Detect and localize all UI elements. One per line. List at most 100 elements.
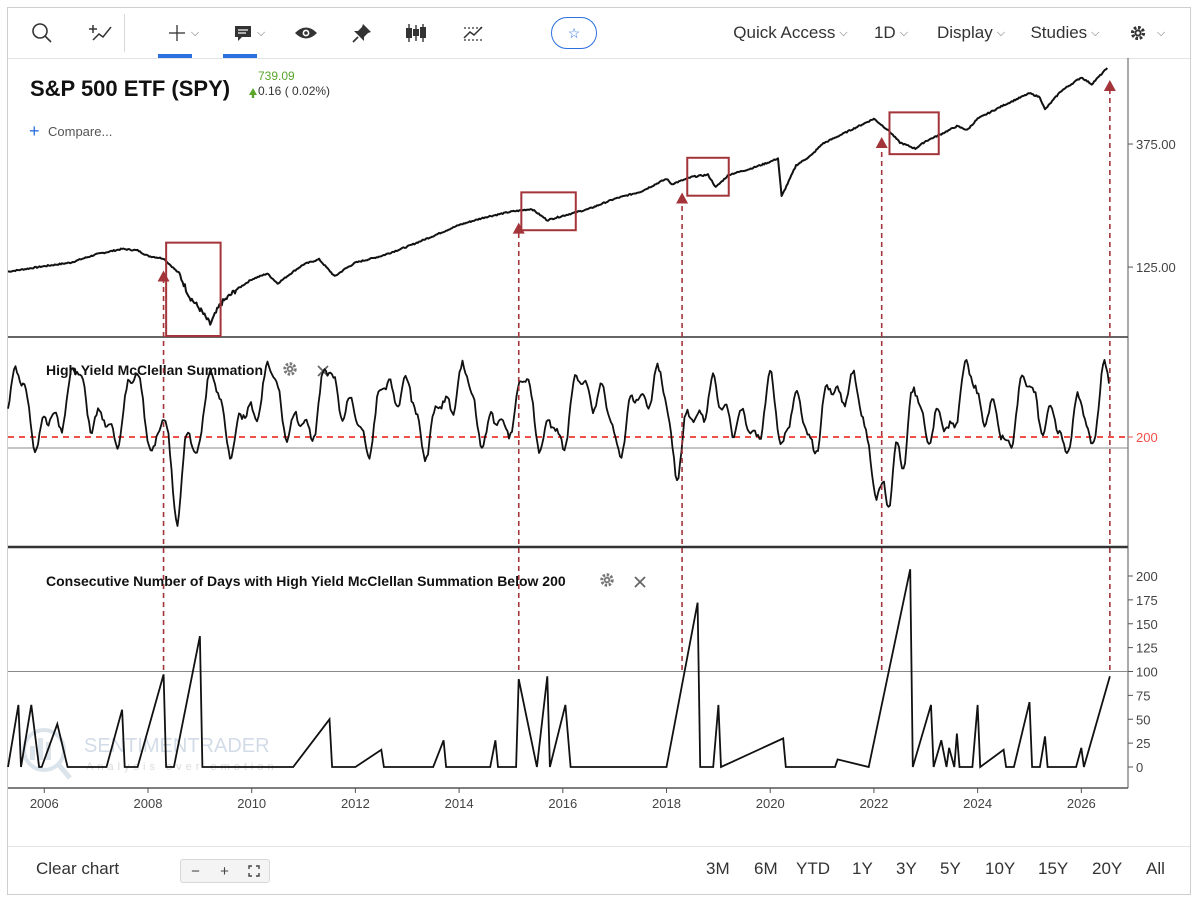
event-arrow xyxy=(676,192,689,204)
watermark-tagline: Analysis over emotion xyxy=(86,761,278,773)
active-tool-indicator xyxy=(223,54,257,58)
favorite-star-button[interactable]: ☆ xyxy=(551,17,597,49)
chevron-down-icon: ⌵ xyxy=(190,26,200,39)
plus-icon[interactable]: + xyxy=(29,121,40,141)
y-tick-label: 125.00 xyxy=(1136,260,1176,275)
pin-icon[interactable] xyxy=(340,8,384,58)
panel2-y-axis: 200 xyxy=(8,430,1158,449)
x-tick-label: 2010 xyxy=(237,796,266,811)
summation-line xyxy=(7,358,1110,527)
panel1-y-axis: 125.00 375.00 xyxy=(1128,137,1176,275)
zoom-controls: − + xyxy=(180,859,270,883)
chevron-down-icon: ⌵ xyxy=(1091,26,1100,39)
chart-canvas[interactable]: S&P 500 ETF (SPY) 739.09 0.16 ( 0.02%) +… xyxy=(0,0,1200,846)
range-button-3m[interactable]: 3M xyxy=(706,859,730,878)
gear-icon xyxy=(1130,25,1145,41)
chart-title: S&P 500 ETF (SPY) xyxy=(30,76,230,101)
drawdown-highlight-box xyxy=(686,156,730,197)
zoom-out-button[interactable]: − xyxy=(191,862,200,880)
event-arrow xyxy=(875,137,888,149)
chart-frame xyxy=(7,7,1191,895)
x-tick-label: 2006 xyxy=(30,796,59,811)
range-button-1y[interactable]: 1Y xyxy=(852,859,873,878)
y-tick-label: 125 xyxy=(1136,641,1158,656)
drawdown-highlight-box xyxy=(520,191,577,232)
price-change: 0.16 ( 0.02%) xyxy=(258,84,330,98)
range-button-6m[interactable]: 6M xyxy=(754,859,778,878)
range-button-ytd[interactable]: YTD xyxy=(796,859,830,878)
y-tick-label: 150 xyxy=(1136,617,1158,632)
settings-menu[interactable]: ⌵ xyxy=(1122,8,1172,58)
range-button-all[interactable]: All xyxy=(1146,859,1165,878)
days-below-series xyxy=(7,569,1111,769)
x-tick-label: 2012 xyxy=(341,796,370,811)
quick-access-menu[interactable]: Quick Access ⌵ xyxy=(733,23,848,42)
x-tick-label: 2020 xyxy=(756,796,785,811)
clear-chart-button[interactable]: Clear chart xyxy=(36,859,120,878)
studies-menu[interactable]: Studies ⌵ xyxy=(1030,23,1100,42)
candlestick-icon[interactable] xyxy=(394,8,438,58)
drawdown-highlight-box xyxy=(888,111,940,156)
y-tick-label: 50 xyxy=(1136,712,1150,727)
zoom-in-button[interactable]: + xyxy=(220,862,229,880)
range-button-15y[interactable]: 15Y xyxy=(1038,859,1069,878)
watermark-brand: SENTIMENTRADER xyxy=(84,735,270,757)
gear-icon[interactable] xyxy=(600,573,614,587)
search-icon[interactable] xyxy=(22,8,62,58)
range-button-20y[interactable]: 20Y xyxy=(1092,859,1123,878)
range-button-3y[interactable]: 3Y xyxy=(896,859,917,878)
drawdown-highlight-box xyxy=(165,241,222,337)
up-arrow-icon xyxy=(251,94,255,98)
chevron-down-icon: ⌵ xyxy=(899,26,909,39)
annotation-tool-icon[interactable]: ⌵ xyxy=(223,8,275,58)
chevron-down-icon: ⌵ xyxy=(1156,26,1166,39)
top-toolbar: ⌵ ⌵ xyxy=(8,8,1190,59)
x-axis: 2006 2008 2010 2012 2014 2016 2018 2020 2022 2024… xyxy=(30,788,1096,811)
chevron-down-icon: ⌵ xyxy=(996,26,1006,39)
event-arrow xyxy=(1103,80,1116,92)
threshold-label: 200 xyxy=(1136,430,1158,445)
event-annotations xyxy=(157,80,1116,670)
interval-menu[interactable]: 1D ⌵ xyxy=(873,23,909,42)
toolbar-divider xyxy=(124,14,125,52)
close-icon[interactable] xyxy=(634,576,646,588)
x-tick-label: 2026 xyxy=(1067,796,1096,811)
summation-series xyxy=(7,358,1110,527)
x-tick-label: 2024 xyxy=(963,796,992,811)
y-tick-label: 75 xyxy=(1136,688,1150,703)
crosshair-tool-icon[interactable]: ⌵ xyxy=(158,8,208,58)
range-button-10y[interactable]: 10Y xyxy=(985,859,1016,878)
y-tick-label: 25 xyxy=(1136,736,1150,751)
event-arrow xyxy=(157,270,170,282)
x-tick-label: 2014 xyxy=(445,796,474,811)
fullscreen-icon[interactable] xyxy=(239,860,268,882)
y-tick-label: 100 xyxy=(1136,665,1158,680)
days-below-line xyxy=(7,569,1111,769)
y-tick-label: 175 xyxy=(1136,593,1158,608)
panel3-title: Consecutive Number of Days with High Yie… xyxy=(46,573,566,589)
display-menu[interactable]: Display ⌵ xyxy=(936,23,1006,42)
range-button-5y[interactable]: 5Y xyxy=(940,859,961,878)
sentimentrader-logo: SENTIMENTRADER Analysis over emotion xyxy=(22,728,278,780)
x-tick-label: 2008 xyxy=(134,796,163,811)
panel2-title: High Yield McClellan Summation xyxy=(46,362,263,378)
bottom-toolbar: Clear chart − + 3M 6M YTD 1Y 3Y 5Y 10Y 15Y 20Y Al… xyxy=(8,846,1190,895)
add-indicator-icon[interactable] xyxy=(78,8,122,58)
panel3-y-axis: 0 25 50 75 100 125 150 175 200 xyxy=(8,569,1158,775)
x-tick-label: 2018 xyxy=(652,796,681,811)
y-tick-label: 200 xyxy=(1136,569,1158,584)
compare-lines-icon[interactable] xyxy=(452,8,496,58)
chevron-down-icon: ⌵ xyxy=(839,26,848,39)
y-tick-label: 375.00 xyxy=(1136,137,1176,152)
compare-link[interactable]: Compare... xyxy=(48,124,112,139)
event-arrow xyxy=(512,222,525,234)
x-tick-label: 2016 xyxy=(548,796,577,811)
y-tick-label: 0 xyxy=(1136,760,1143,775)
active-tool-indicator xyxy=(158,54,192,58)
eye-icon[interactable] xyxy=(284,8,328,58)
x-tick-label: 2022 xyxy=(859,796,888,811)
last-price: 739.09 xyxy=(258,69,295,83)
up-arrow-icon xyxy=(249,88,257,95)
spy-price-line xyxy=(7,67,1109,326)
gear-icon[interactable] xyxy=(283,362,297,376)
